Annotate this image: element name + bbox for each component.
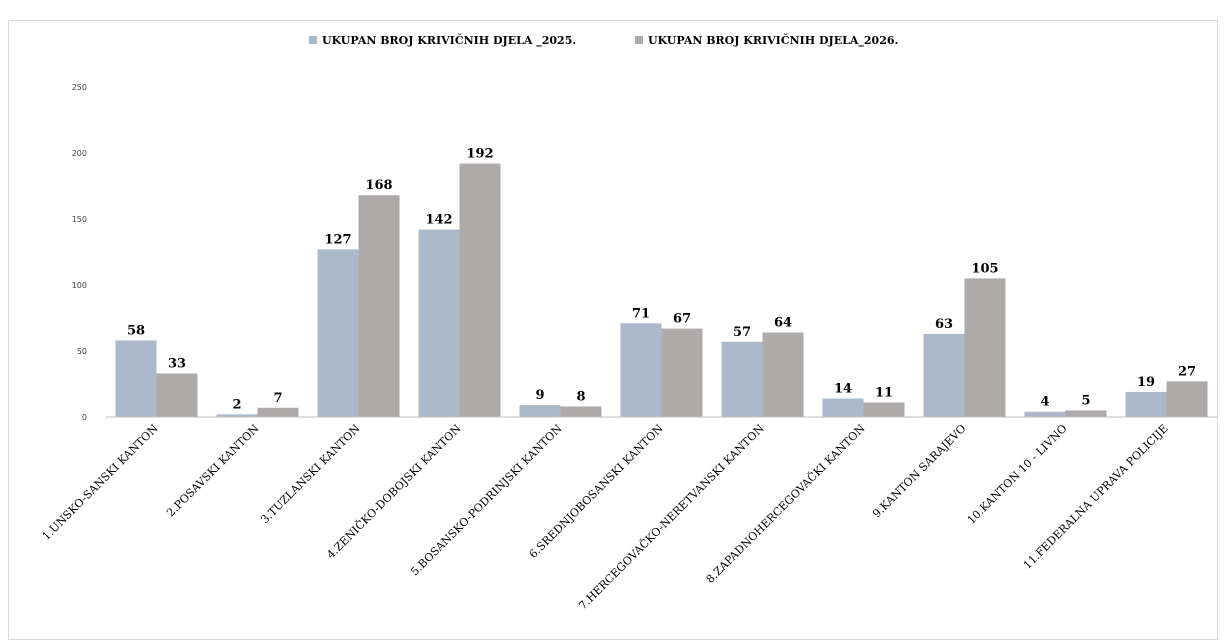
bar-s1-3 [317, 249, 359, 417]
legend: UKUPAN BROJ KRIVIČNIH DJELA _2025. UKUPAN… [309, 33, 898, 48]
y-tick-label-5: 250 [72, 83, 87, 92]
x-tick-label-1: 1.UNSKO-SANSKI KANTON [40, 422, 161, 543]
data-label-s2-6: 67 [673, 312, 691, 327]
data-label-s2-11: 27 [1178, 364, 1196, 379]
bar-s2-5 [560, 406, 602, 417]
data-label-s1-3: 127 [324, 232, 351, 247]
y-tick-label-4: 200 [72, 149, 87, 158]
data-label-s2-2: 7 [273, 391, 282, 406]
bar-chart: UKUPAN BROJ KRIVIČNIH DJELA _2025. UKUPAN… [40, 33, 1217, 612]
bar-s1-5 [519, 405, 561, 417]
data-label-s2-4: 192 [466, 147, 493, 162]
bar-s2-7 [762, 332, 804, 417]
data-label-s1-2: 2 [232, 397, 241, 412]
x-axis: 1.UNSKO-SANSKI KANTON 2.POSAVSKI KANTON3.… [40, 416, 1217, 612]
bar-s1-6 [620, 323, 662, 417]
x-tick-label-7: 7.HERCEGOVAČKO-NERETVANSKI KANTON [576, 421, 767, 612]
legend-label-1: UKUPAN BROJ KRIVIČNIH DJELA _2025. [322, 33, 576, 48]
y-tick-label-1: 50 [77, 347, 87, 356]
bar-s2-10 [1065, 410, 1107, 417]
bar-s2-2 [257, 407, 299, 417]
bar-s2-9 [964, 278, 1006, 417]
x-tick-label-10: 10.KANTON 10 - LIVNO [965, 422, 1070, 527]
data-label-s2-7: 64 [774, 316, 792, 331]
legend-swatch-1 [309, 36, 317, 44]
data-label-s1-8: 14 [834, 382, 852, 397]
data-label-s1-6: 71 [632, 306, 650, 321]
bar-s1-11 [1125, 391, 1167, 417]
data-label-s1-1: 58 [127, 323, 145, 338]
bar-s2-4 [459, 163, 501, 417]
data-label-s1-7: 57 [733, 325, 751, 340]
x-tick-label-3: 3.TUZLANSKI KANTON [258, 422, 363, 527]
bar-s1-8 [822, 398, 864, 417]
bar-s1-1 [115, 340, 157, 417]
y-tick-label-0: 0 [82, 413, 87, 422]
bar-s1-7 [721, 341, 763, 417]
data-label-s1-10: 4 [1040, 395, 1049, 410]
bars [115, 163, 1208, 417]
bar-s2-8 [863, 402, 905, 417]
data-label-s1-9: 63 [935, 317, 953, 332]
x-tick-label-8: 8.ZAPADNOHERCEGOVAČKI KANTON [703, 421, 868, 586]
y-tick-label-3: 150 [72, 215, 87, 224]
data-label-s1-5: 9 [535, 388, 544, 403]
y-axis: 0 50 100 150 200 250 [72, 83, 87, 422]
bar-s2-6 [661, 328, 703, 417]
bar-s1-2 [216, 414, 258, 417]
legend-swatch-2 [635, 36, 643, 44]
bar-s1-9 [923, 333, 965, 417]
bar-s1-4 [418, 229, 460, 417]
x-tick-label-9: 9.KANTON SARAJEVO [870, 422, 968, 520]
data-label-s2-9: 105 [971, 261, 998, 276]
data-label-s2-1: 33 [168, 356, 186, 371]
bar-s2-3 [358, 195, 400, 417]
data-label-s1-11: 19 [1137, 375, 1155, 390]
bar-s2-11 [1166, 381, 1208, 417]
data-label-s2-8: 11 [875, 385, 893, 400]
bar-s1-10 [1024, 411, 1066, 417]
chart-frame: UKUPAN BROJ KRIVIČNIH DJELA _2025. UKUPAN… [8, 20, 1218, 640]
legend-label-2: UKUPAN BROJ KRIVIČNIH DJELA_2026. [648, 33, 898, 48]
data-label-s2-10: 5 [1081, 393, 1090, 408]
bar-s2-1 [156, 373, 198, 417]
data-label-s1-4: 142 [425, 213, 452, 228]
y-tick-label-2: 100 [72, 281, 87, 290]
data-label-s2-5: 8 [576, 389, 585, 404]
data-label-s2-3: 168 [365, 178, 392, 193]
x-tick-label-2: 2.POSAVSKI KANTON [164, 422, 262, 520]
